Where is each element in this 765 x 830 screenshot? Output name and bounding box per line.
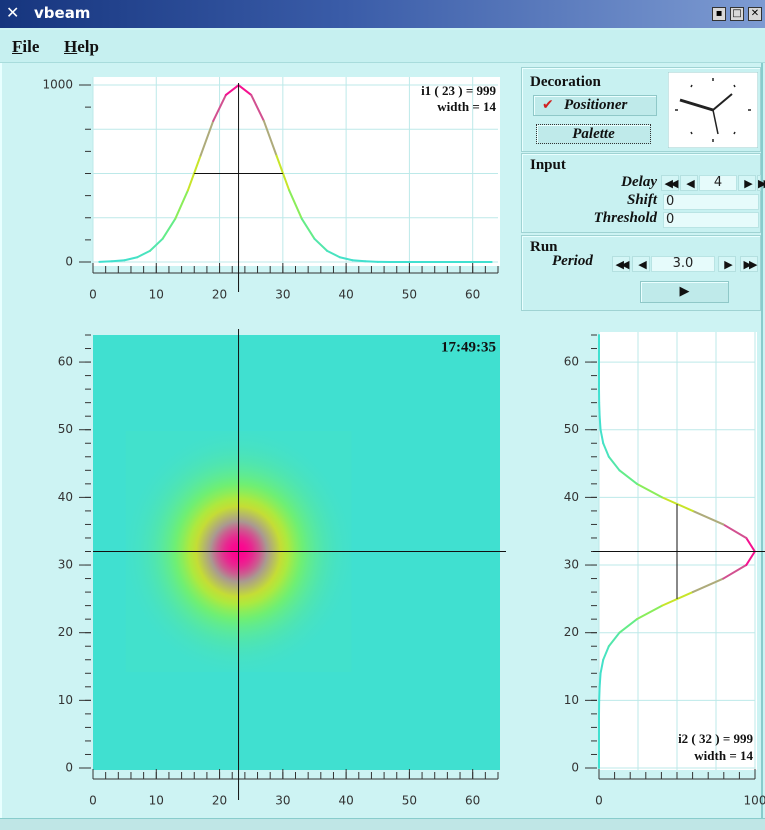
positioner-toggle[interactable]: ✔ Positioner — [533, 95, 657, 116]
x-tick-label: 20 — [212, 288, 227, 302]
delay-forward[interactable]: ▶ — [738, 175, 756, 191]
decoration-group: Decoration ✔ Positioner Palette — [521, 67, 761, 152]
period-fast-back[interactable]: ◀◀ — [612, 256, 630, 272]
y-tick-label: 40 — [564, 490, 579, 504]
period-back[interactable]: ◀ — [632, 256, 650, 272]
y-tick-label: 1000 — [42, 78, 73, 92]
group-title: Decoration — [530, 74, 601, 91]
annotation: i1 ( 23 ) = 999 — [421, 83, 496, 98]
delay-label: Delay — [621, 174, 657, 191]
period-value[interactable]: 3.0 — [651, 256, 715, 272]
run-button[interactable]: ▶ — [640, 281, 729, 303]
profile-segment — [112, 260, 125, 261]
shift-label: Shift — [627, 192, 657, 209]
clock-tick — [691, 132, 692, 134]
profile-segment — [99, 261, 112, 262]
threshold-label: Threshold — [594, 210, 657, 227]
status-bar — [0, 818, 765, 830]
x-tick-label: 10 — [149, 794, 164, 808]
profile-segment — [365, 261, 378, 262]
y-tick-label: 50 — [564, 422, 579, 436]
x-tick-label: 30 — [275, 288, 290, 302]
y-tick-label: 10 — [58, 693, 73, 707]
timestamp: 17:49:35 — [441, 339, 496, 355]
x-tick-label: 100 — [744, 794, 765, 808]
annotation: i2 ( 32 ) = 999 — [678, 731, 753, 746]
profile-segment — [600, 416, 601, 430]
x-tick-label: 0 — [89, 794, 97, 808]
period-label: Period — [552, 253, 593, 270]
delay-back[interactable]: ◀ — [680, 175, 698, 191]
x-tick-label: 60 — [465, 288, 480, 302]
y-tick-label: 30 — [564, 558, 579, 572]
y-tick-label: 10 — [564, 693, 579, 707]
y-tick-label: 0 — [571, 761, 579, 775]
clock — [668, 72, 758, 148]
y-tick-label: 40 — [58, 490, 73, 504]
input-group: Input Delay ◀◀ ◀ 4 ▶ ▶▶ Shift 0 Threshol… — [521, 153, 761, 233]
run-group: Run Period ◀◀ ◀ 3.0 ▶ ▶▶ ▶ — [521, 235, 761, 311]
x-tick-label: 40 — [338, 794, 353, 808]
x-tick-label: 60 — [465, 794, 480, 808]
x-tick-label: 0 — [89, 288, 97, 302]
profile-segment — [600, 673, 601, 687]
check-mark: ✔ — [542, 97, 554, 113]
y-tick-label: 0 — [65, 761, 73, 775]
delay-fast-back[interactable]: ◀◀ — [661, 175, 679, 191]
x-tick-label: 30 — [275, 794, 290, 808]
y-tick-label: 30 — [58, 558, 73, 572]
x-tick-label: 40 — [338, 288, 353, 302]
y-tick-label: 20 — [58, 625, 73, 639]
threshold-input[interactable]: 0 — [663, 212, 759, 228]
annotation: width = 14 — [694, 748, 753, 763]
y-tick-label: 60 — [564, 355, 579, 369]
period-forward[interactable]: ▶ — [718, 256, 736, 272]
annotation: width = 14 — [437, 99, 496, 114]
x-tick-label: 0 — [595, 794, 603, 808]
clock-tick — [734, 85, 735, 87]
y-tick-label: 60 — [58, 355, 73, 369]
x-tick-label: 50 — [402, 794, 417, 808]
x-tick-label: 20 — [212, 794, 227, 808]
y-tick-label: 0 — [65, 255, 73, 269]
positioner-label: Positioner — [564, 97, 627, 114]
period-fast-forward[interactable]: ▶▶ — [740, 256, 758, 272]
x-tick-label: 50 — [402, 288, 417, 302]
delay-value[interactable]: 4 — [699, 175, 737, 191]
delay-fast-forward[interactable]: ▶▶ — [757, 175, 761, 191]
group-title: Input — [530, 157, 566, 174]
y-tick-label: 20 — [564, 625, 579, 639]
x-tick-label: 10 — [149, 288, 164, 302]
profile-segment — [352, 260, 365, 261]
shift-input[interactable]: 0 — [663, 194, 759, 210]
y-tick-label: 50 — [58, 422, 73, 436]
palette-button[interactable]: Palette — [536, 124, 651, 144]
clock-tick — [691, 85, 692, 87]
clock-tick — [734, 132, 735, 134]
